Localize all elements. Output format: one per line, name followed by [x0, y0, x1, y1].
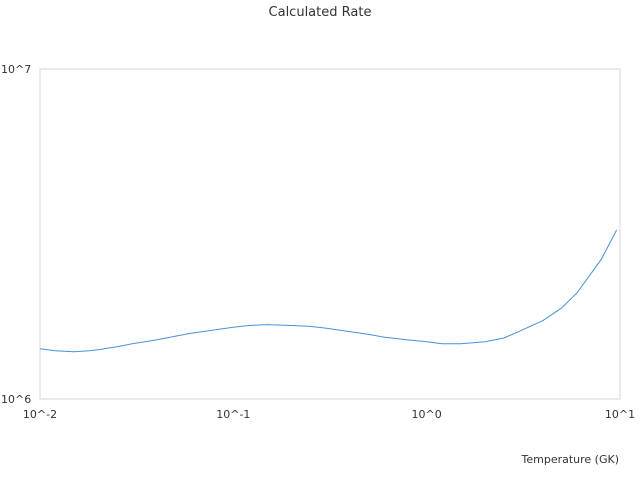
x-tick-label: 10^0 [412, 408, 442, 421]
x-tick-label: 10^-2 [23, 408, 57, 421]
y-tick-label: 10^7 [1, 63, 31, 76]
chart-title: Calculated Rate [269, 5, 372, 20]
y-tick-label: 10^6 [1, 393, 31, 406]
x-axis-ticks: 10^-2 10^-1 10^0 10^1 [23, 408, 635, 421]
plot-frame [39, 68, 621, 400]
rate-series-line [39, 229, 618, 353]
y-axis-ticks: 10^6 10^7 [1, 63, 31, 406]
x-tick-label: 10^1 [605, 408, 635, 421]
x-tick-label: 10^-1 [216, 408, 250, 421]
x-axis-title: Temperature (GK) [521, 453, 620, 466]
